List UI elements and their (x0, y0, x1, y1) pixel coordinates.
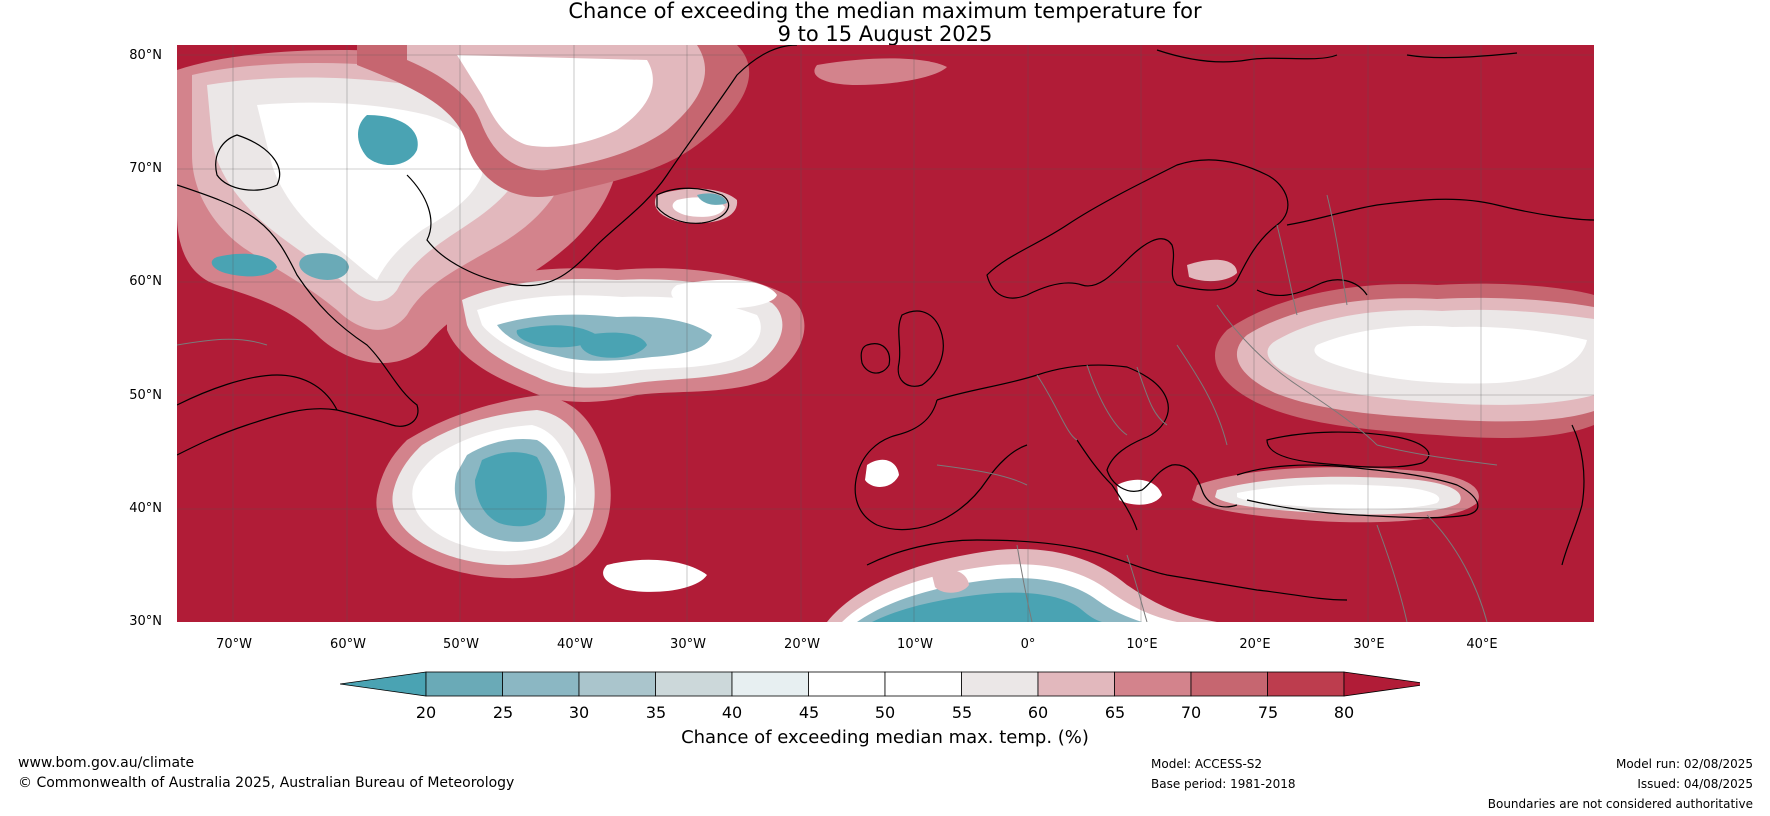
lon-label-20e: 20°E (1239, 637, 1271, 652)
colorbar-tick: 30 (568, 703, 590, 722)
lon-label-40w: 40°W (557, 637, 593, 652)
colorbar-label: Chance of exceeding median max. temp. (%… (681, 727, 1089, 748)
footer-issued: Issued: 04/08/2025 (1637, 777, 1753, 791)
colorbar (340, 671, 1420, 697)
lon-label-30e: 30°E (1353, 637, 1385, 652)
region-iceland (654, 188, 969, 593)
region-north-africa (827, 549, 1217, 622)
footer-base-period: Base period: 1981-2018 (1151, 777, 1296, 791)
lon-label-30w: 30°W (670, 637, 706, 652)
region-arctic-north (357, 45, 947, 197)
coastlines (177, 45, 1594, 601)
colorbar-segment (1114, 671, 1192, 697)
lon-label-60w: 60°W (330, 637, 366, 652)
footer-website: www.bom.gov.au/climate (18, 755, 195, 771)
lat-label-60n: 60°N (129, 274, 162, 289)
forecast-map (177, 45, 1594, 622)
colorbar-tick: 35 (645, 703, 667, 722)
colorbar-tick: 25 (492, 703, 514, 722)
colorbar-tick: 80 (1333, 703, 1355, 722)
colorbar-tick: 65 (1104, 703, 1126, 722)
colorbar-segment (425, 671, 503, 697)
colorbar-segment (808, 671, 886, 697)
colorbar-segment (1267, 671, 1345, 697)
colorbar-tick: 70 (1180, 703, 1202, 722)
footer-disclaimer: Boundaries are not considered authoritat… (1487, 797, 1753, 811)
lon-label-10w: 10°W (897, 637, 933, 652)
footer-model: Model: ACCESS-S2 (1151, 757, 1263, 771)
colorbar-segment (1037, 671, 1115, 697)
lat-label-80n: 80°N (129, 48, 162, 63)
region-eastern-europe (1187, 259, 1594, 438)
lat-label-50n: 50°N (129, 388, 162, 403)
lon-label-70w: 70°W (216, 637, 252, 652)
footer-copyright: © Commonwealth of Australia 2025, Austra… (18, 775, 515, 791)
lat-label-70n: 70°N (129, 161, 162, 176)
country-borders (177, 194, 1498, 622)
lat-label-30n: 30°N (129, 614, 162, 629)
colorbar-tick: 60 (1027, 703, 1049, 722)
colorbar-extend-low (340, 671, 427, 697)
colorbar-segment (731, 671, 809, 697)
colorbar-tick: 55 (951, 703, 973, 722)
region-north-atlantic (447, 268, 805, 402)
colorbar-tick: 75 (1257, 703, 1279, 722)
lon-label-10e: 10°E (1126, 637, 1158, 652)
lon-label-40e: 40°E (1466, 637, 1498, 652)
colorbar-extend-high (1343, 671, 1420, 697)
title-line-1: Chance of exceeding the median maximum t… (568, 0, 1202, 23)
lat-label-40n: 40°N (129, 501, 162, 516)
region-black-sea (1117, 467, 1479, 523)
colorbar-segment (655, 671, 733, 697)
title-line-2: 9 to 15 August 2025 (777, 22, 993, 46)
chart-title: Chance of exceeding the median maximum t… (0, 0, 1770, 46)
colorbar-segment (961, 671, 1039, 697)
colorbar-tick: 40 (721, 703, 743, 722)
colorbar-segment (502, 671, 580, 697)
footer-model-run: Model run: 02/08/2025 (1615, 757, 1753, 771)
colorbar-segment (578, 671, 656, 697)
forecast-map-svg (177, 45, 1594, 622)
graticule (177, 45, 1594, 622)
colorbar-segment (1190, 671, 1268, 697)
lon-label-20w: 20°W (784, 637, 820, 652)
lon-label-0: 0° (1020, 637, 1036, 652)
region-mid-atlantic (376, 395, 707, 592)
colorbar-tick: 20 (415, 703, 437, 722)
colorbar-tick: 50 (874, 703, 896, 722)
colorbar-segment (884, 671, 962, 697)
colorbar-tick: 45 (798, 703, 820, 722)
lon-label-50w: 50°W (443, 637, 479, 652)
